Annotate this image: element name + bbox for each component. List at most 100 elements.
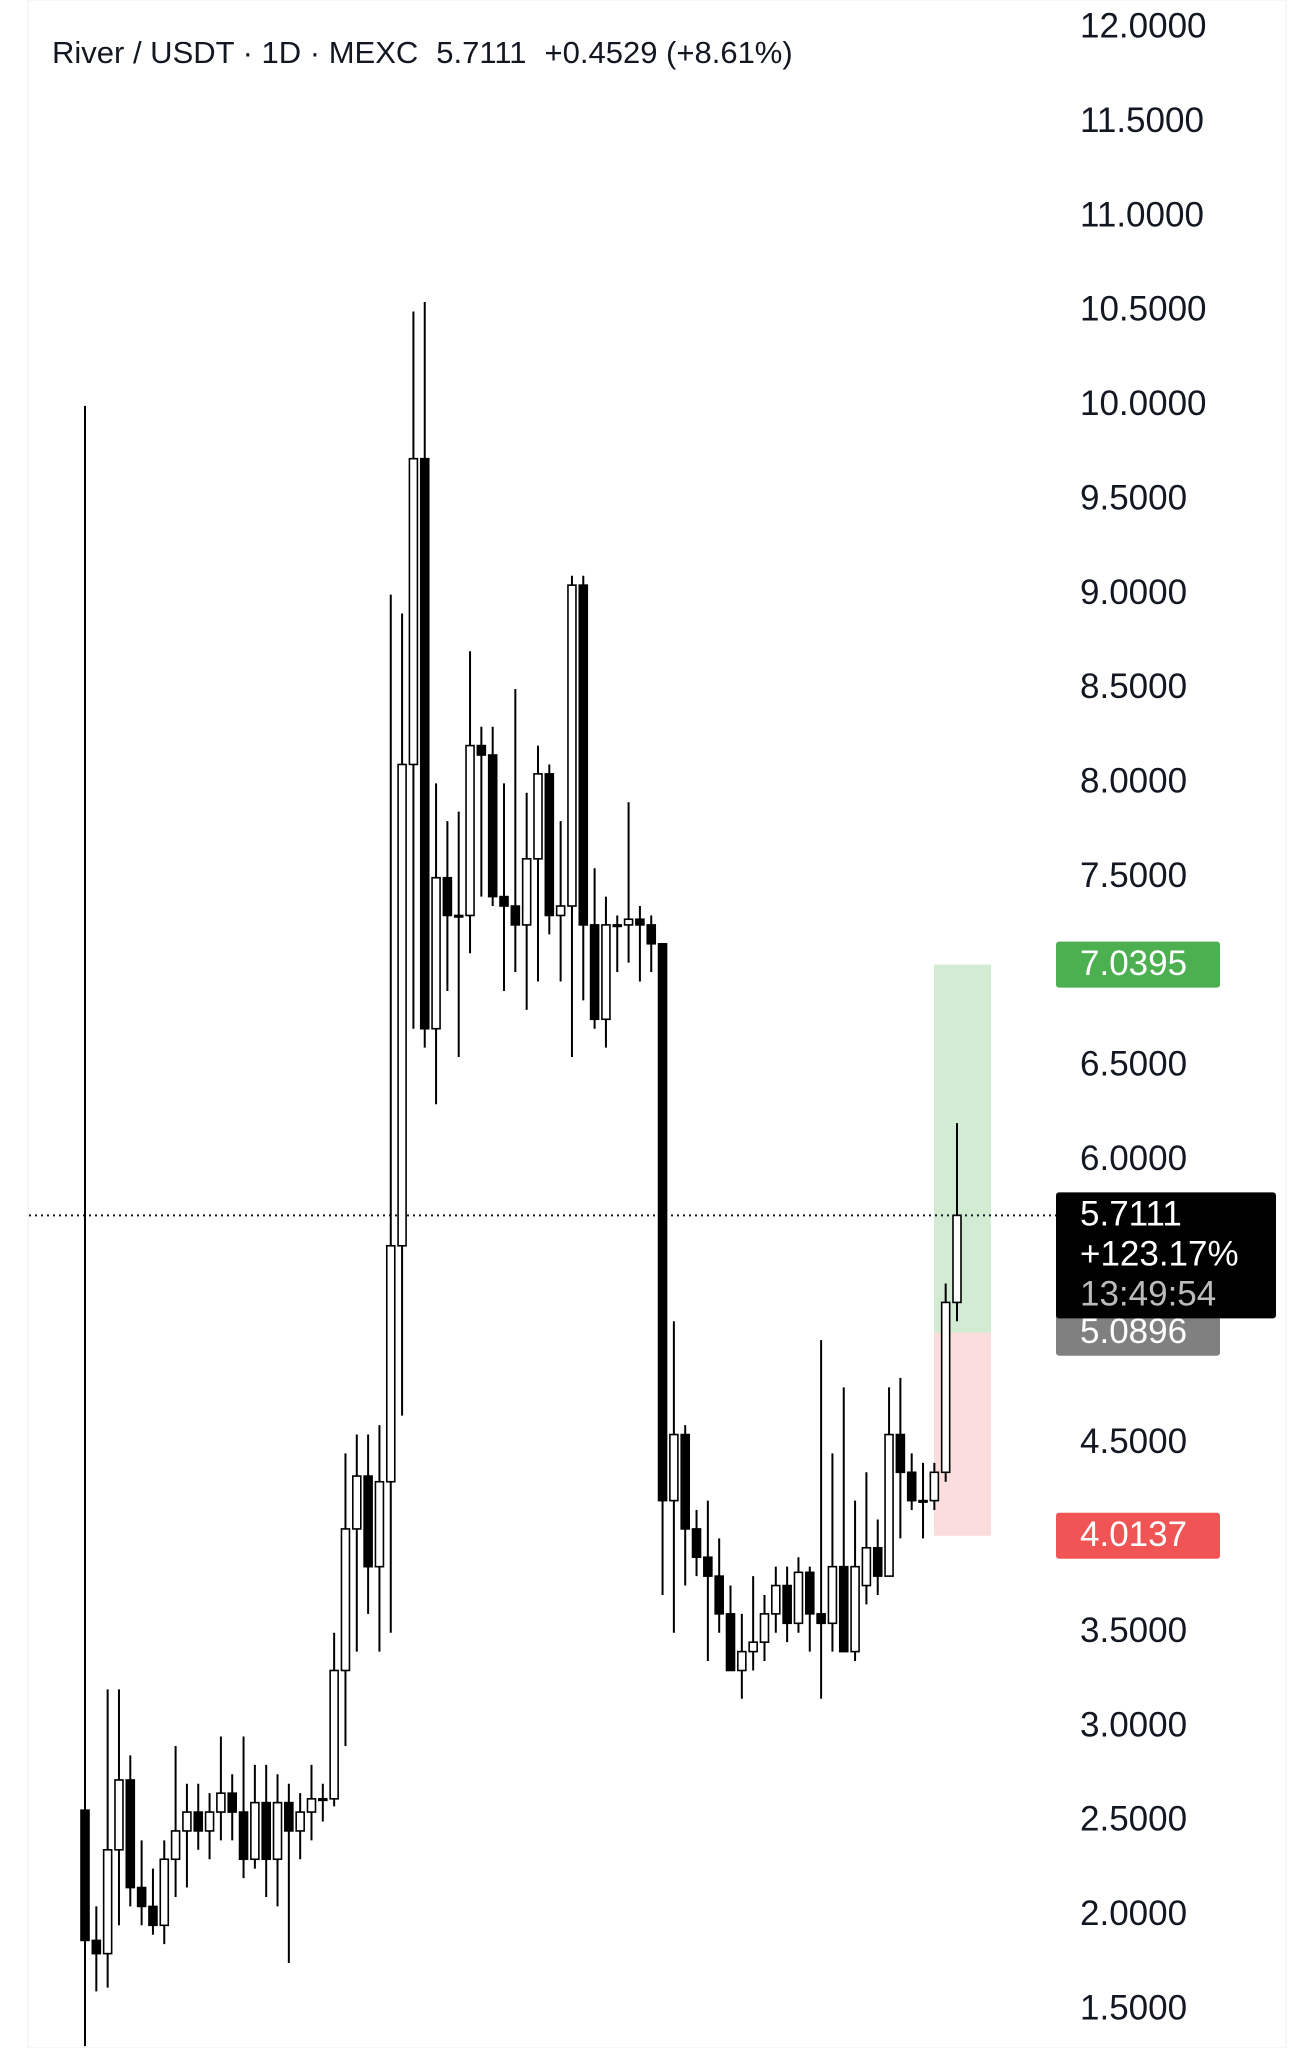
- y-tick-label: 10.0000: [1080, 384, 1207, 423]
- candle-body: [691, 1528, 702, 1559]
- candle-body: [952, 1214, 962, 1304]
- candle-body: [340, 1528, 351, 1672]
- entry-box: [1056, 1309, 1220, 1356]
- candle-body: [657, 942, 668, 1502]
- candle-body: [385, 1244, 396, 1483]
- candle-body: [170, 1830, 181, 1861]
- y-tick-label: 6.0000: [1080, 1139, 1187, 1178]
- candle-body: [623, 918, 634, 926]
- candle-body: [374, 1480, 385, 1568]
- candle-body: [759, 1613, 770, 1643]
- candle-body: [419, 457, 430, 1030]
- candle-body: [238, 1811, 249, 1861]
- change: +0.4529 (+8.61%): [545, 35, 793, 70]
- candle-body: [737, 1650, 747, 1672]
- candle-body: [680, 1433, 691, 1530]
- candle-body: [216, 1792, 226, 1813]
- candle-body: [521, 858, 532, 926]
- candle-body: [363, 1475, 373, 1568]
- last-change-label: +123.17%: [1080, 1235, 1239, 1274]
- y-tick-label: 11.0000: [1080, 195, 1204, 234]
- candle-body: [578, 584, 589, 926]
- candle-body: [351, 1475, 362, 1530]
- profit-zone: [934, 964, 991, 1333]
- candle-body: [227, 1792, 238, 1813]
- candle-body: [148, 1905, 158, 1927]
- candle-body: [125, 1779, 136, 1889]
- target-box: [1056, 941, 1220, 988]
- last-price: 5.7111: [436, 35, 526, 70]
- candle-body: [669, 1433, 679, 1502]
- candle-body: [408, 457, 419, 766]
- candle-body: [261, 1801, 271, 1861]
- candle-body: [940, 1301, 951, 1474]
- y-tick-label: 10.5000: [1080, 290, 1207, 329]
- candle-body: [612, 924, 623, 928]
- candle-body: [861, 1546, 872, 1587]
- candle-body: [555, 905, 566, 917]
- candle-body: [793, 1571, 804, 1625]
- candle-body: [771, 1584, 781, 1615]
- candle-body: [895, 1433, 906, 1474]
- candle-body: [431, 876, 441, 1030]
- candle-body: [193, 1811, 204, 1832]
- candle-body: [91, 1939, 102, 1955]
- candle-body: [465, 744, 475, 917]
- candle-body: [601, 924, 611, 1021]
- candle-body: [204, 1811, 215, 1832]
- candle-body: [487, 754, 498, 898]
- candle-body: [872, 1546, 883, 1577]
- countdown-label: 13:49:54: [1080, 1275, 1216, 1314]
- candle-body: [510, 905, 521, 926]
- stop-label: 4.0137: [1080, 1515, 1187, 1554]
- y-tick-label: 7.5000: [1080, 856, 1187, 895]
- symbol: River / USDT · 1D · MEXC: [52, 35, 418, 70]
- last-price-box: [1056, 1192, 1276, 1319]
- candle-body: [453, 914, 464, 918]
- y-tick-label: 2.0000: [1080, 1894, 1187, 1933]
- y-tick-label: 1.5000: [1080, 1988, 1187, 2027]
- target-label: 7.0395: [1080, 944, 1187, 983]
- candle-body: [318, 1798, 328, 1802]
- candle-body: [748, 1641, 758, 1653]
- y-tick-label: 4.5000: [1080, 1422, 1187, 1461]
- candle-body: [114, 1779, 124, 1851]
- candle-body: [284, 1801, 294, 1832]
- candle-body: [827, 1565, 838, 1625]
- candle-body: [929, 1471, 940, 1502]
- candle-body: [250, 1801, 260, 1861]
- y-tick-label: 11.5000: [1080, 101, 1204, 140]
- candle-body: [182, 1811, 192, 1832]
- entry-label: 5.0896: [1080, 1312, 1187, 1351]
- last-price-label: 5.7111: [1080, 1195, 1182, 1234]
- candle-body: [544, 773, 555, 917]
- candle-body: [782, 1584, 792, 1625]
- candle-body: [442, 876, 453, 917]
- candle-body: [838, 1565, 849, 1653]
- y-tick-label: 8.0000: [1080, 762, 1187, 801]
- candle-body: [272, 1801, 283, 1861]
- stop-box: [1056, 1512, 1220, 1559]
- y-tick-label: 3.0000: [1080, 1705, 1187, 1744]
- y-tick-label: 8.5000: [1080, 667, 1187, 706]
- candle-body: [884, 1433, 894, 1577]
- candle-body: [102, 1849, 113, 1955]
- candle-body: [295, 1811, 305, 1832]
- candle-body: [646, 924, 657, 945]
- candle-body: [589, 924, 600, 1021]
- candle-body: [850, 1565, 860, 1653]
- candle-body: [397, 763, 407, 1247]
- candle-body: [816, 1613, 826, 1625]
- candle-body: [329, 1669, 339, 1800]
- y-tick-label: 2.5000: [1080, 1800, 1187, 1839]
- candle-body: [499, 895, 509, 907]
- y-tick-label: 6.5000: [1080, 1045, 1187, 1084]
- candle-body: [804, 1571, 815, 1615]
- candle-body: [136, 1886, 147, 1908]
- y-tick-label: 3.5000: [1080, 1611, 1187, 1650]
- candle-body: [703, 1556, 713, 1577]
- candle-body: [567, 584, 577, 907]
- y-tick-label: 9.5000: [1080, 478, 1187, 517]
